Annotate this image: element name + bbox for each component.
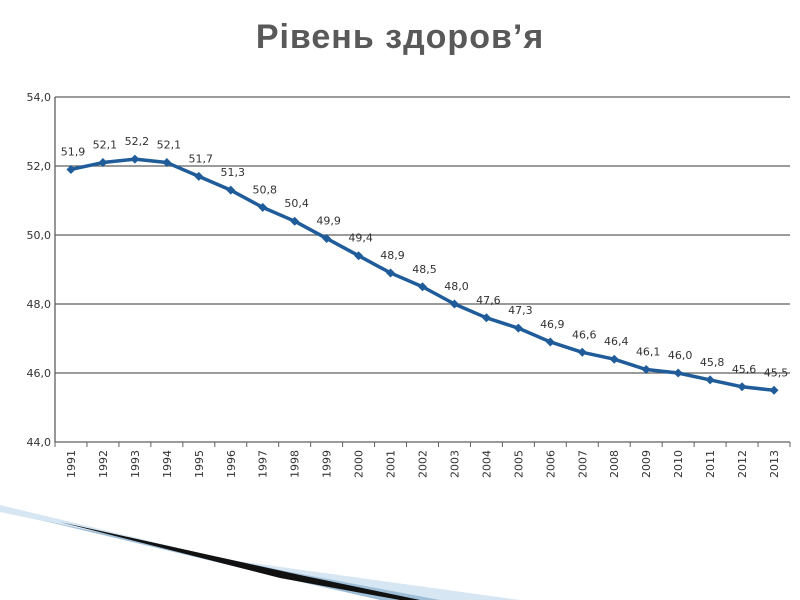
- data-label: 50,8: [252, 183, 277, 196]
- data-label: 51,7: [189, 152, 214, 165]
- x-tick-label: 2001: [385, 450, 398, 478]
- data-point: [66, 164, 76, 174]
- data-label: 46,4: [604, 335, 629, 348]
- x-tick-label: 2002: [417, 450, 430, 478]
- y-tick-label: 48,0: [27, 298, 52, 311]
- data-point: [545, 337, 555, 347]
- data-point: [449, 299, 459, 309]
- data-label: 46,1: [636, 346, 661, 359]
- x-tick-label: 2011: [704, 450, 717, 478]
- y-tick-label: 50,0: [27, 229, 52, 242]
- data-label: 52,1: [93, 139, 118, 152]
- y-tick-label: 46,0: [27, 367, 52, 380]
- data-label: 48,9: [380, 249, 405, 262]
- data-label: 52,1: [157, 139, 182, 152]
- data-label: 52,2: [125, 135, 150, 148]
- x-tick-label: 1996: [225, 450, 238, 478]
- data-point: [194, 171, 204, 181]
- data-point: [226, 185, 236, 195]
- data-point: [322, 233, 332, 243]
- x-tick-label: 1998: [289, 450, 302, 478]
- x-tick-label: 1997: [257, 450, 270, 478]
- data-label: 49,9: [316, 214, 341, 227]
- data-label: 45,6: [732, 363, 757, 376]
- data-point: [641, 365, 651, 375]
- data-point: [481, 313, 491, 323]
- x-tick-label: 2005: [512, 450, 525, 478]
- data-label: 46,0: [668, 349, 693, 362]
- x-tick-label: 1999: [321, 450, 334, 478]
- data-point: [705, 375, 715, 385]
- data-label: 47,6: [476, 294, 501, 307]
- slide-title: Рівень здоров’я: [255, 18, 545, 56]
- x-tick-label: 2009: [640, 450, 653, 478]
- y-tick-label: 44,0: [27, 436, 52, 449]
- x-tick-label: 2000: [353, 450, 366, 478]
- data-point: [162, 158, 172, 168]
- x-tick-label: 2013: [768, 450, 781, 478]
- data-label: 49,4: [348, 232, 373, 245]
- x-tick-label: 2004: [480, 450, 493, 478]
- data-point: [737, 382, 747, 392]
- x-tick-label: 1994: [161, 450, 174, 478]
- data-point: [577, 347, 587, 357]
- x-tick-label: 2006: [544, 450, 557, 478]
- data-label: 48,5: [412, 263, 437, 276]
- data-label: 47,3: [508, 304, 533, 317]
- data-point: [609, 354, 619, 364]
- x-tick-label: 1995: [193, 450, 206, 478]
- x-tick-label: 1992: [97, 450, 110, 478]
- data-point: [673, 368, 683, 378]
- data-point: [98, 158, 108, 168]
- x-tick-label: 2003: [448, 450, 461, 478]
- x-tick-label: 2007: [576, 450, 589, 478]
- data-label: 46,6: [572, 328, 597, 341]
- x-tick-label: 2008: [608, 450, 621, 478]
- data-label: 50,4: [284, 197, 309, 210]
- x-tick-label: 1991: [65, 450, 78, 478]
- data-label: 51,3: [221, 166, 246, 179]
- data-label: 46,9: [540, 318, 565, 331]
- data-point: [418, 282, 427, 292]
- x-tick-label: 2012: [736, 450, 749, 478]
- y-tick-label: 54,0: [27, 91, 52, 104]
- data-label: 48,0: [444, 280, 469, 293]
- data-label: 51,9: [61, 145, 86, 158]
- data-point: [769, 385, 779, 395]
- data-point: [130, 154, 140, 164]
- data-point: [354, 251, 364, 261]
- data-point: [513, 323, 523, 333]
- x-tick-label: 2010: [672, 450, 685, 478]
- data-point: [290, 216, 300, 226]
- data-point: [386, 268, 396, 278]
- data-point: [258, 202, 268, 212]
- x-tick-label: 1993: [129, 450, 142, 478]
- data-label: 45,5: [764, 366, 789, 379]
- data-label: 45,8: [700, 356, 725, 369]
- y-tick-label: 52,0: [27, 160, 52, 173]
